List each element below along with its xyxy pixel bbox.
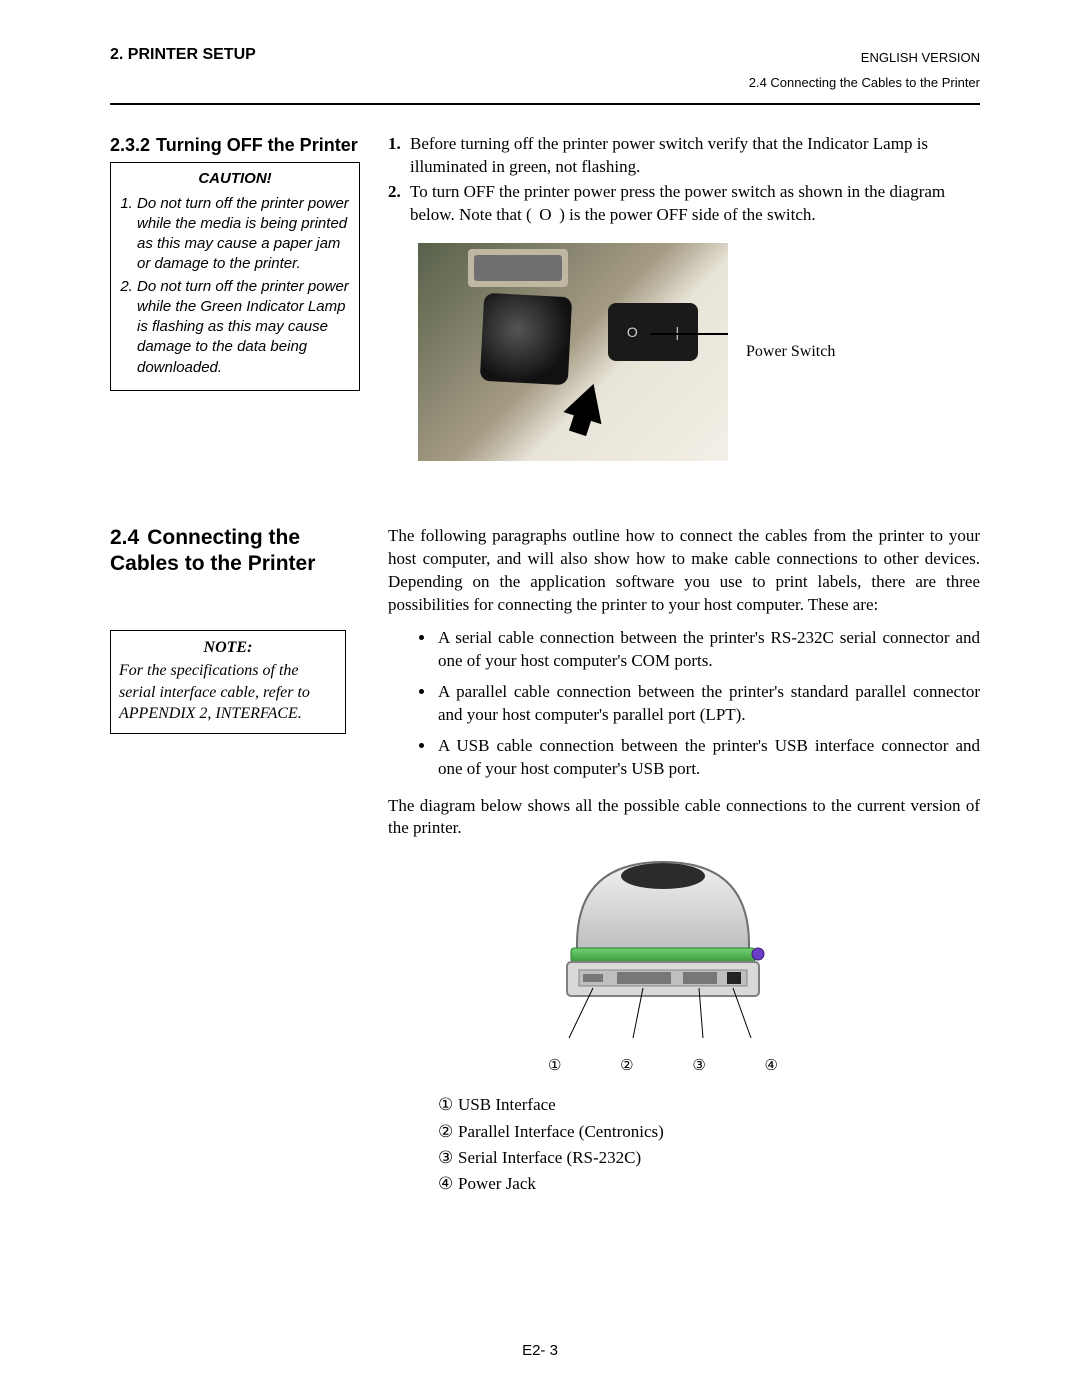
power-switch-label: Power Switch: [746, 343, 835, 361]
section-24-title: Connecting the Cables to the Printer: [110, 526, 315, 575]
header-rule: [110, 103, 980, 105]
bullet-item: A serial cable connection between the pr…: [436, 627, 980, 673]
connection-bullets: A serial cable connection between the pr…: [388, 627, 980, 781]
serial-port-icon: [468, 249, 568, 287]
section-232-number: 2.3.2: [110, 135, 150, 155]
intro-paragraph: The following paragraphs outline how to …: [388, 525, 980, 617]
printer-diagram: ① ② ③ ④: [518, 850, 808, 1074]
note-body: For the specifications of the serial int…: [119, 660, 337, 725]
power-switch-photo: O|: [418, 243, 728, 461]
section-232-title: Turning OFF the Printer: [156, 135, 358, 155]
step-number: 1.: [388, 133, 410, 179]
header-section-ref: 2.4 Connecting the Cables to the Printer: [749, 71, 980, 96]
caution-title: CAUTION!: [119, 169, 351, 189]
section-24: 2.4Connecting the Cables to the Printer …: [110, 525, 980, 1198]
callout-2: ②: [620, 1056, 633, 1074]
interface-item: ①USB Interface: [438, 1092, 980, 1118]
leader-line-icon: [650, 333, 728, 335]
section-232-heading: 2.3.2 Turning OFF the Printer: [110, 135, 360, 156]
diagram-callouts: ① ② ③ ④: [548, 1056, 778, 1074]
section-24-right: The following paragraphs outline how to …: [388, 525, 980, 1198]
page-footer: E2- 3: [0, 1342, 1080, 1359]
bullet-item: A USB cable connection between the print…: [436, 735, 980, 781]
section-24-heading: 2.4Connecting the Cables to the Printer: [110, 525, 360, 578]
note-title: NOTE:: [119, 637, 337, 659]
section-24-number: 2.4: [110, 526, 139, 549]
step-item: 2.To turn OFF the printer power press th…: [388, 181, 980, 227]
interface-label: Serial Interface (RS-232C): [458, 1148, 641, 1167]
interface-item: ②Parallel Interface (Centronics): [438, 1119, 980, 1145]
interface-number: ④: [438, 1171, 458, 1197]
section-24-left: 2.4Connecting the Cables to the Printer …: [110, 525, 360, 734]
interface-label: USB Interface: [458, 1095, 556, 1114]
step-text: Before turning off the printer power swi…: [410, 133, 980, 179]
power-plug-icon: [480, 293, 572, 385]
callout-4: ④: [765, 1056, 778, 1074]
caution-list: Do not turn off the printer power while …: [119, 194, 351, 378]
interface-number: ③: [438, 1145, 458, 1171]
arrow-icon: [563, 378, 612, 425]
section-232: 2.3.2 Turning OFF the Printer CAUTION! Do…: [110, 133, 980, 461]
section-232-left: 2.3.2 Turning OFF the Printer CAUTION! Do…: [110, 133, 360, 391]
interface-number: ①: [438, 1092, 458, 1118]
note-box: NOTE: For the specifications of the seri…: [110, 630, 346, 734]
bullet-item: A parallel cable connection between the …: [436, 681, 980, 727]
header-right: ENGLISH VERSION 2.4 Connecting the Cable…: [749, 46, 980, 95]
page-header: 2. PRINTER SETUP ENGLISH VERSION 2.4 Con…: [110, 46, 980, 95]
caution-item: Do not turn off the printer power while …: [137, 277, 351, 378]
interface-label: Power Jack: [458, 1174, 536, 1193]
power-switch-figure: O| Power Switch: [418, 243, 980, 461]
callout-3: ③: [692, 1056, 705, 1074]
step-text: To turn OFF the printer power press the …: [410, 181, 980, 227]
diagram-intro: The diagram below shows all the possible…: [388, 795, 980, 841]
interface-list: ①USB Interface ②Parallel Interface (Cent…: [438, 1092, 980, 1197]
interface-number: ②: [438, 1119, 458, 1145]
header-language: ENGLISH VERSION: [749, 46, 980, 71]
step-list: 1.Before turning off the printer power s…: [388, 133, 980, 227]
step-item: 1.Before turning off the printer power s…: [388, 133, 980, 179]
section-232-right: 1.Before turning off the printer power s…: [388, 133, 980, 461]
caution-box: CAUTION! Do not turn off the printer pow…: [110, 162, 360, 391]
header-chapter: 2. PRINTER SETUP: [110, 46, 256, 64]
interface-item: ④Power Jack: [438, 1171, 980, 1197]
interface-label: Parallel Interface (Centronics): [458, 1122, 664, 1141]
callout-1: ①: [548, 1056, 561, 1074]
caution-item: Do not turn off the printer power while …: [137, 194, 351, 275]
page: 2. PRINTER SETUP ENGLISH VERSION 2.4 Con…: [0, 0, 1080, 1397]
printer-illustration-icon: [533, 850, 793, 1060]
power-switch-icon: O|: [608, 303, 698, 361]
step-number: 2.: [388, 181, 410, 227]
interface-item: ③Serial Interface (RS-232C): [438, 1145, 980, 1171]
